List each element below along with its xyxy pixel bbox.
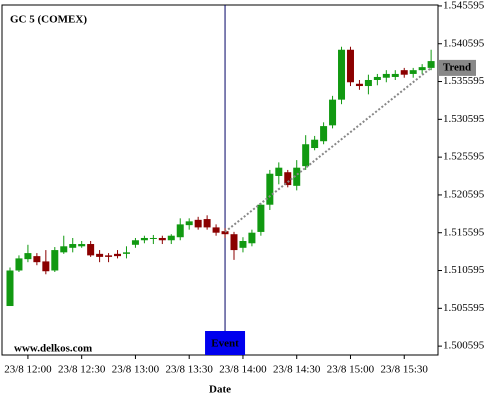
y-tick-label: 1.540595 — [443, 37, 485, 49]
candle-body — [230, 234, 238, 251]
y-tick-label: 1.545595 — [443, 0, 485, 11]
x-tick-label: 23/8 13:00 — [112, 364, 160, 376]
candle-body — [355, 83, 363, 87]
candle-body — [149, 237, 157, 239]
candle-body — [105, 255, 113, 257]
candle-body — [364, 79, 372, 87]
candle-body — [96, 253, 104, 257]
y-tick-label: 1.505595 — [443, 302, 485, 314]
candle-body — [346, 49, 354, 83]
x-tick-label: 23/8 14:30 — [273, 364, 321, 376]
candle-body — [302, 144, 310, 167]
candle-body — [176, 224, 184, 238]
candle-body — [427, 61, 435, 68]
candle-body — [266, 173, 274, 205]
candle-body — [158, 237, 166, 241]
candle-body — [293, 167, 301, 186]
y-tick-label: 1.520595 — [443, 188, 485, 200]
x-tick-label: 23/8 15:00 — [327, 364, 375, 376]
candle-body — [6, 270, 14, 307]
candle-body — [320, 126, 328, 142]
candle-body — [69, 244, 77, 248]
x-axis-label: Date — [209, 384, 231, 396]
candle-body — [311, 139, 319, 149]
x-tick-label: 23/8 14:00 — [219, 364, 267, 376]
candle-body — [51, 250, 59, 271]
trend-label: Trend — [443, 61, 471, 73]
candle-body — [167, 235, 175, 241]
y-tick-label: 1.510595 — [443, 264, 485, 276]
y-tick-label: 1.535595 — [443, 75, 485, 87]
y-tick-label: 1.525595 — [443, 151, 485, 163]
candle-body — [78, 244, 86, 247]
plot-frame — [1, 4, 439, 356]
candle-body — [418, 67, 426, 71]
candle-body — [373, 76, 381, 80]
x-tick-label: 23/8 12:00 — [4, 364, 52, 376]
candle-body — [122, 252, 130, 254]
candle-body — [329, 99, 337, 126]
candle-body — [221, 231, 229, 235]
candle-body — [239, 241, 247, 248]
chart-title: GC 5 (COMEX) — [10, 14, 87, 26]
y-tick-label: 1.530595 — [443, 113, 485, 125]
candle-body — [131, 240, 139, 245]
x-tick-label: 23/8 12:30 — [58, 364, 106, 376]
candle-body — [257, 204, 265, 232]
trend-label-box — [438, 59, 476, 76]
candle-body — [185, 221, 193, 226]
x-tick-label: 23/8 13:30 — [166, 364, 214, 376]
y-tick-label: 1.500595 — [443, 340, 485, 352]
candle-body — [284, 172, 292, 186]
candle-body — [140, 237, 148, 241]
candle-body — [338, 49, 346, 100]
candle-body — [33, 256, 41, 263]
candle-body — [212, 227, 220, 233]
candle-body — [409, 70, 417, 74]
candle-body — [382, 73, 390, 78]
candle-body — [400, 70, 408, 75]
candle-body — [194, 219, 202, 228]
candle-body — [87, 244, 95, 256]
candle-body — [391, 73, 399, 77]
event-label-box — [205, 331, 246, 355]
candle-body — [42, 261, 50, 272]
candle-body — [248, 232, 256, 244]
event-label: Event — [211, 338, 239, 350]
candle-body — [15, 258, 23, 271]
y-tick-label: 1.515595 — [443, 226, 485, 238]
candle-body — [24, 253, 32, 260]
candle-body — [275, 167, 283, 176]
candle-body — [114, 253, 122, 257]
candle-body — [60, 246, 68, 253]
candle-body — [203, 219, 211, 228]
watermark: www.delkos.com — [14, 343, 92, 355]
x-tick-label: 23/8 15:30 — [381, 364, 429, 376]
